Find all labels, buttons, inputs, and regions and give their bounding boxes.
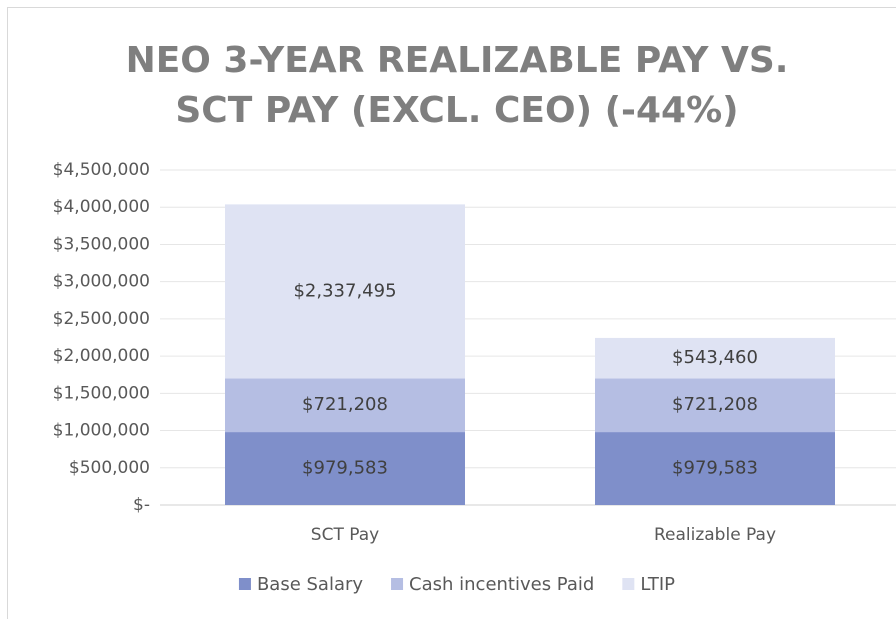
data-label: $721,208 bbox=[672, 394, 758, 415]
bar-segment bbox=[595, 378, 835, 433]
chart-title: NEO 3-YEAR REALIZABLE PAY VS. bbox=[126, 40, 789, 81]
x-tick-label: Realizable Pay bbox=[654, 525, 776, 545]
y-tick-label: $2,500,000 bbox=[53, 309, 150, 329]
legend-label: Base Salary bbox=[257, 574, 363, 595]
y-tick-label: $1,500,000 bbox=[53, 383, 150, 403]
y-tick-label: $- bbox=[133, 495, 150, 515]
y-tick-label: $3,000,000 bbox=[53, 272, 150, 292]
x-tick-label: SCT Pay bbox=[311, 525, 379, 545]
y-tick-label: $4,000,000 bbox=[53, 197, 150, 217]
bar-segment bbox=[225, 204, 465, 379]
data-label: $979,583 bbox=[302, 458, 388, 479]
legend-swatch bbox=[391, 578, 404, 590]
data-label: $979,583 bbox=[672, 458, 758, 479]
data-label: $721,208 bbox=[302, 394, 388, 415]
data-label: $543,460 bbox=[672, 347, 758, 368]
data-label: $2,337,495 bbox=[293, 280, 396, 301]
legend-label: LTIP bbox=[640, 574, 675, 595]
y-tick-label: $3,500,000 bbox=[53, 234, 150, 254]
y-tick-label: $4,500,000 bbox=[53, 160, 150, 180]
legend-swatch bbox=[238, 578, 251, 590]
chart-title: SCT PAY (EXCL. CEO) (-44%) bbox=[175, 90, 738, 131]
bar-segment bbox=[225, 378, 465, 433]
bar-segment bbox=[595, 337, 835, 379]
bar-segment bbox=[595, 432, 835, 505]
y-tick-label: $1,000,000 bbox=[53, 421, 150, 441]
y-tick-label: $2,000,000 bbox=[53, 346, 150, 366]
legend-swatch bbox=[622, 578, 635, 590]
legend-label: Cash incentives Paid bbox=[409, 574, 594, 595]
y-tick-label: $500,000 bbox=[69, 458, 150, 478]
bar-segment bbox=[225, 432, 465, 505]
